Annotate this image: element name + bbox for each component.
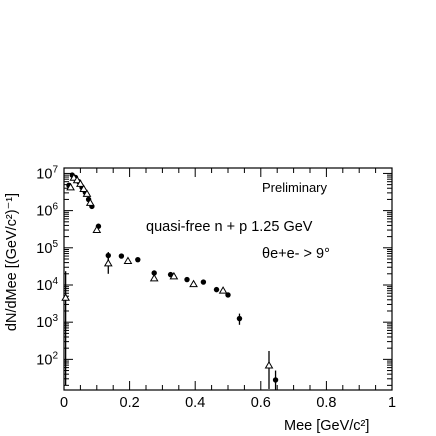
y-tick-label: 106 [36,202,58,220]
annotation-cut: θe+e- > 9° [262,246,330,262]
x-tick-label: 0.6 [251,395,271,411]
data-marks [62,172,278,390]
x-axis-label: Mee [GeV/c²] [284,418,369,434]
data-point-circle [273,377,278,382]
x-tick-label: 0 [60,395,68,411]
x-tick-label: 0.8 [316,395,336,411]
y-axis-label: dN/dMee [(GeV/c²)⁻¹] [4,193,20,331]
y-tick-label: 104 [36,276,58,294]
data-point-triangle [62,294,69,300]
y-tick-label: 105 [36,239,58,257]
x-tick-label: 1 [388,395,396,411]
data-point-triangle [220,287,227,293]
data-point-triangle [124,257,131,263]
data-point-circle [119,253,124,258]
data-point-circle [201,279,206,284]
data-point-triangle [266,362,273,368]
data-point-circle [106,253,111,258]
data-point-triangle [151,275,158,281]
y-tick-label: 103 [36,313,58,331]
data-point-triangle [190,281,197,287]
data-point-circle [135,257,140,262]
annotation-preliminary: Preliminary [262,180,328,195]
data-point-triangle [105,260,112,266]
x-tick-label: 0.2 [120,395,140,411]
annotation-reaction: quasi-free n + p 1.25 GeV [146,219,313,235]
data-point-circle [237,316,242,321]
plot-frame [64,168,392,390]
x-tick-label: 0.4 [185,395,205,411]
data-point-circle [184,277,189,282]
y-tick-label: 107 [36,164,58,182]
y-tick-label: 102 [36,350,58,368]
data-point-circle [214,287,219,292]
